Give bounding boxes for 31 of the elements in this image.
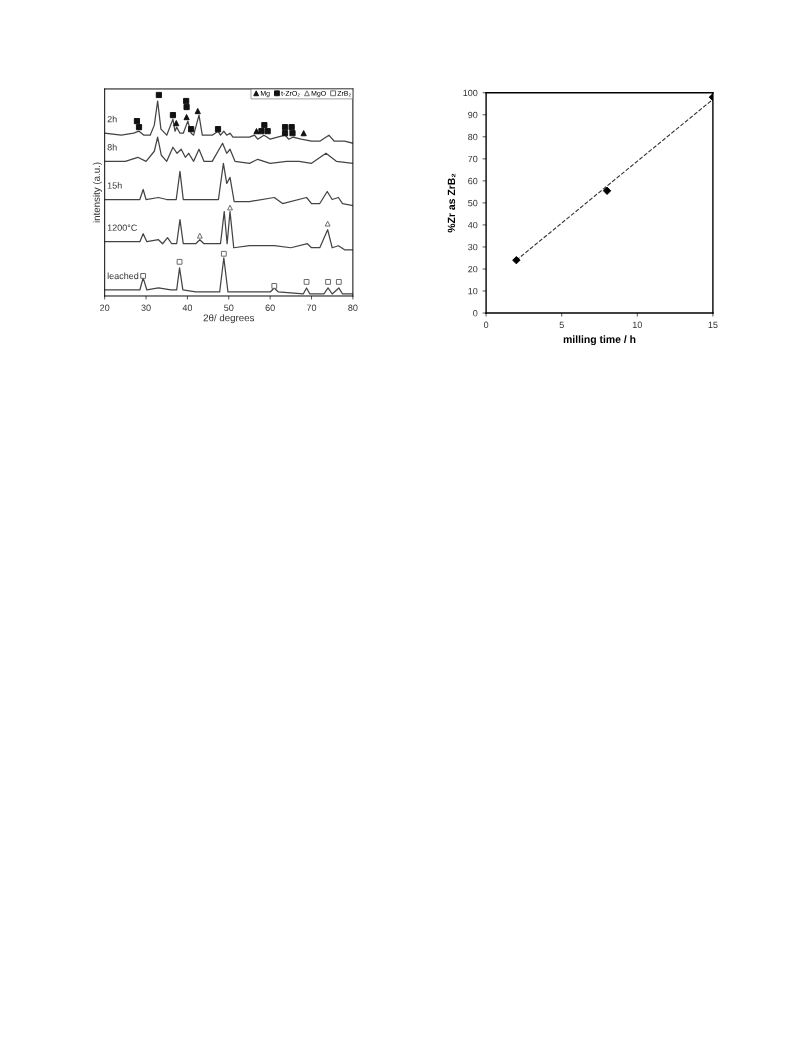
y-tick-label: 10 xyxy=(468,287,478,295)
series-label: 8h xyxy=(107,143,117,151)
series-label: 2h xyxy=(107,115,117,123)
x-tick-label: 15 xyxy=(708,321,718,328)
x-tick-label: 60 xyxy=(265,304,275,311)
series-label: leached xyxy=(107,272,139,280)
y-tick-label: 30 xyxy=(468,243,478,251)
x-axis-title: 2θ/ degrees xyxy=(203,314,255,324)
x-tick-label: 20 xyxy=(100,304,110,311)
y-tick-label: 20 xyxy=(468,265,478,273)
y-axis-title: intensity (a.u.) xyxy=(92,162,102,223)
y-tick-label: 90 xyxy=(468,111,478,119)
series-label: 1200°C xyxy=(107,224,138,231)
y-tick-label: 80 xyxy=(468,133,478,141)
y-tick-label: 0 xyxy=(473,310,478,317)
x-tick-label: 0 xyxy=(483,321,489,328)
series-label: 15h xyxy=(107,182,122,189)
x-tick-label: 5 xyxy=(559,321,564,328)
x-tick-label: 50 xyxy=(224,304,234,311)
y-tick-label: 70 xyxy=(468,155,478,163)
y-tick-label: 50 xyxy=(468,199,478,207)
x-tick-label: 70 xyxy=(306,304,317,311)
x-tick-label: 80 xyxy=(348,304,358,311)
y-tick-label: 60 xyxy=(468,177,478,185)
x-axis-title: milling time / h xyxy=(563,335,636,346)
y-axis-title: %Zr as ZrB₂ xyxy=(447,173,456,233)
y-tick-label: 100 xyxy=(463,89,478,97)
x-tick-label: 40 xyxy=(182,304,193,311)
x-tick-label: 30 xyxy=(141,304,151,311)
y-tick-label: 40 xyxy=(467,221,478,229)
x-tick-label: 10 xyxy=(632,321,642,328)
